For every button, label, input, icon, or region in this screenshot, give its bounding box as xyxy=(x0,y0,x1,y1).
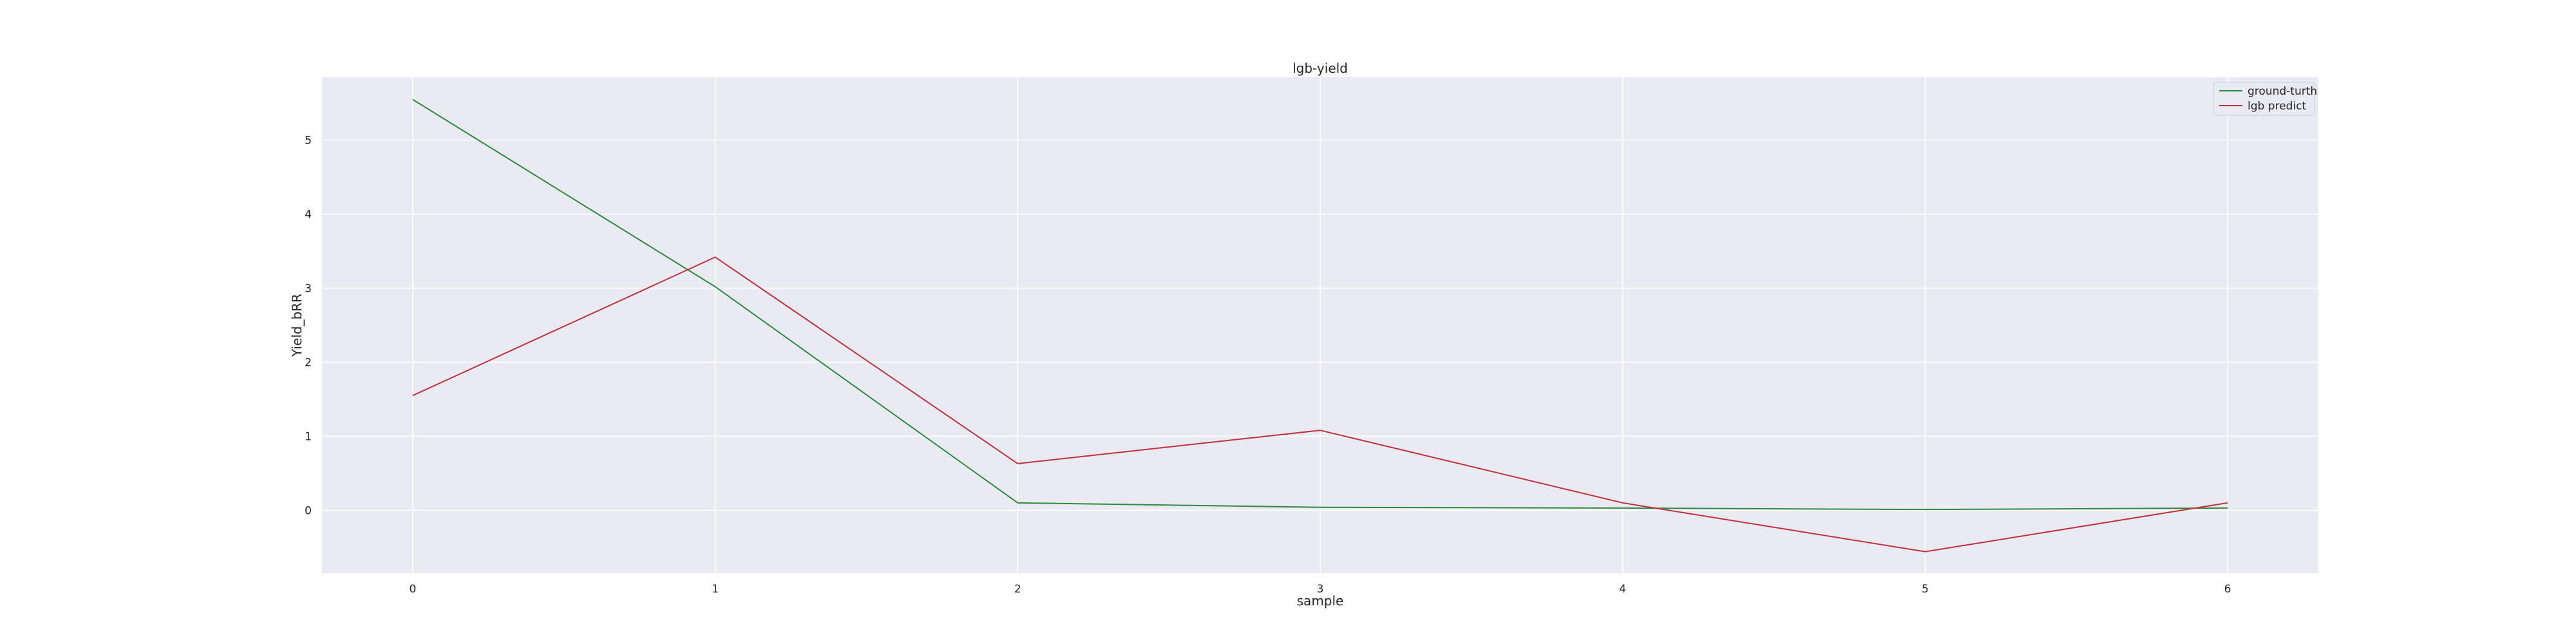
y-tick-labels: 0 1 2 3 4 5 xyxy=(305,135,312,518)
legend: ground-turth lgb predict xyxy=(2213,82,2317,116)
series-lines xyxy=(412,99,2228,553)
x-tick-labels: 0 1 2 3 4 5 6 xyxy=(409,583,2231,596)
y-tick-label: 3 xyxy=(305,283,312,296)
x-tick-label: 6 xyxy=(2224,583,2231,596)
y-tick-label: 1 xyxy=(305,430,312,443)
x-tick-label: 1 xyxy=(712,583,719,596)
y-axis-label: Yield_bRR xyxy=(289,294,305,357)
series-line-ground-turth xyxy=(412,99,2228,511)
x-tick-label: 4 xyxy=(1619,583,1626,596)
y-tick-label: 2 xyxy=(305,356,312,369)
x-tick-label: 5 xyxy=(1922,583,1929,596)
legend-label-ground-turth: ground-turth xyxy=(2248,85,2317,98)
x-axis-label: sample xyxy=(1297,593,1344,609)
y-tick-label: 5 xyxy=(305,135,312,147)
grid xyxy=(322,77,2318,573)
y-tick-label: 4 xyxy=(305,209,312,222)
x-tick-label: 3 xyxy=(1317,583,1324,596)
x-tick-label: 2 xyxy=(1014,583,1021,596)
x-tick-label: 0 xyxy=(409,583,416,596)
chart-title: lgb-yield xyxy=(1293,61,1348,76)
series-line-lgb-predict xyxy=(412,256,2228,553)
legend-label-lgb-predict: lgb predict xyxy=(2248,100,2306,113)
y-tick-label: 0 xyxy=(305,504,312,517)
